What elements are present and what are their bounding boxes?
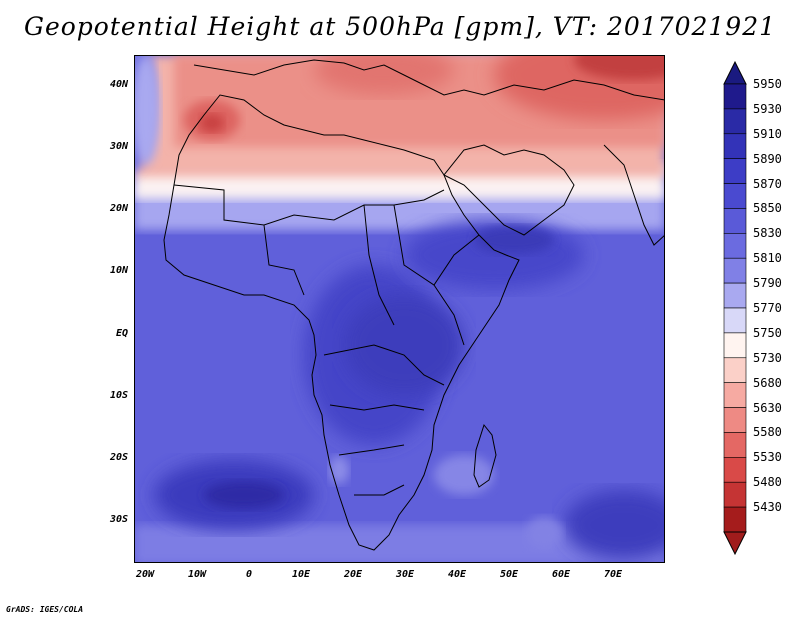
lon-label: 0	[245, 569, 253, 580]
colorbar-bottom-arrow	[723, 531, 747, 556]
colorbar-swatch	[723, 506, 747, 533]
colorbar-swatch	[723, 432, 747, 458]
map-border	[134, 55, 665, 563]
height-field	[134, 55, 665, 563]
lon-label: 70E	[603, 569, 623, 580]
lon-label: 50E	[499, 569, 519, 580]
colorbar-label: 5810	[753, 251, 782, 266]
colorbar-swatch	[723, 481, 747, 508]
colorbar-swatch	[723, 233, 747, 259]
colorbar-swatch	[723, 158, 747, 184]
lon-label: 20W	[135, 569, 155, 580]
colorbar-label: 5790	[753, 276, 782, 291]
colorbar-label: 5530	[753, 450, 782, 465]
colorbar-label: 5730	[753, 350, 782, 365]
colorbar-swatch	[723, 307, 747, 334]
colorbar-label: 5830	[753, 226, 782, 241]
colorbar-label: 5910	[753, 126, 782, 141]
colorbar-swatch	[723, 407, 747, 433]
colorbar-swatch	[723, 457, 747, 483]
colorbar-swatch	[723, 257, 747, 284]
map-plot	[134, 55, 665, 563]
lat-label: 10N	[109, 265, 128, 276]
colorbar-label: 5580	[753, 425, 782, 440]
lat-label: 20N	[109, 203, 128, 214]
chart-title: Geopotential Height at 500hPa [gpm], VT:…	[23, 12, 777, 41]
lat-label: 30S	[109, 514, 128, 525]
colorbar-swatch	[723, 382, 747, 408]
lon-label: 10E	[291, 569, 311, 580]
colorbar-swatch	[723, 183, 747, 209]
colorbar-label: 5630	[753, 400, 782, 415]
lon-label: 20E	[343, 569, 363, 580]
colorbar-swatch	[723, 133, 747, 159]
colorbar-label: 5770	[753, 301, 782, 315]
grads-credit: GrADS: IGES/COLA	[6, 605, 84, 614]
colorbar-swatch	[723, 357, 747, 383]
colorbar-label: 5680	[753, 375, 782, 390]
coastlines	[163, 59, 665, 551]
lat-label: 20S	[109, 452, 128, 463]
lon-label: 30E	[395, 569, 415, 580]
lat-label: 30N	[109, 141, 128, 152]
colorbar-label: 5890	[753, 151, 782, 166]
colorbar-label: 5850	[753, 201, 782, 216]
colorbar-label: 5430	[753, 500, 782, 515]
colorbar-swatch	[723, 108, 747, 135]
lon-label: 40E	[447, 569, 467, 580]
colorbar-top-arrow	[723, 60, 747, 85]
colorbar-label: 5930	[753, 101, 782, 116]
colorbar-swatch	[723, 208, 747, 234]
colorbar	[723, 60, 747, 556]
lat-label: 10S	[109, 390, 128, 401]
colorbar-label: 5870	[753, 176, 782, 191]
lat-label: EQ	[115, 328, 128, 339]
colorbar-label: 5750	[753, 325, 782, 340]
lon-label: 10W	[187, 569, 207, 580]
colorbar-label: 5480	[753, 475, 782, 490]
colorbar-swatch	[723, 282, 747, 309]
colorbar-label: 5950	[753, 77, 782, 91]
colorbar-swatch	[723, 332, 747, 359]
colorbar-swatch	[723, 83, 747, 110]
lat-label: 40N	[109, 79, 128, 90]
lon-label: 60E	[551, 569, 571, 580]
